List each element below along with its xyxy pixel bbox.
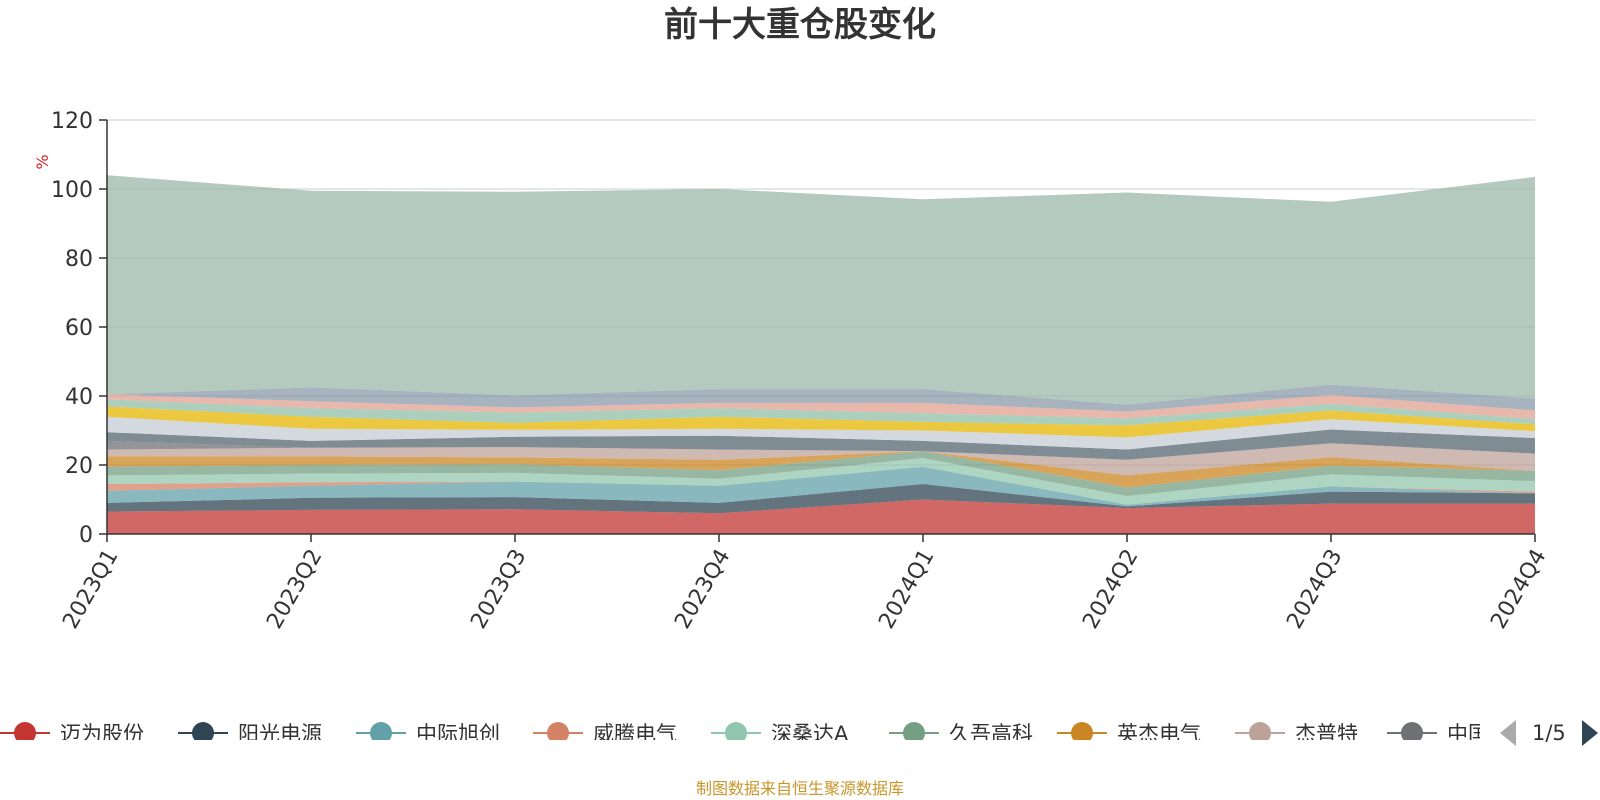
axes	[99, 119, 1536, 542]
y-tick-label: 80	[65, 247, 93, 272]
x-tick-label: 2023Q2	[262, 545, 327, 633]
area-series-10	[107, 416, 1535, 450]
legend-item[interactable]: 阳光电源	[178, 722, 322, 746]
footer-source: 制图数据来自恒生聚源数据库	[696, 779, 904, 798]
x-tick-label: 2024Q4	[1486, 545, 1551, 633]
legend-marker-icon	[1401, 722, 1423, 740]
x-tick-label: 2024Q1	[874, 545, 939, 633]
legend: 迈为股份 阳光电源 中际旭创 威腾电气 深桑达A 久吾高科 英杰电气 杰普特 中国	[0, 722, 1489, 746]
legend-label: 久吾高科	[949, 722, 1033, 746]
area-series-12	[107, 399, 1535, 426]
legend-item[interactable]: 迈为股份	[0, 722, 144, 746]
y-tick-label: 0	[79, 523, 93, 548]
legend-label: 英杰电气	[1117, 722, 1201, 746]
legend-marker-icon	[725, 722, 747, 740]
legend-marker-icon	[370, 722, 392, 740]
area-series-15	[107, 175, 1535, 405]
legend-item[interactable]: 久吾高科	[889, 722, 1033, 746]
area-series-6	[107, 451, 1535, 488]
legend-item[interactable]: 英杰电气	[1057, 722, 1201, 746]
legend-marker-icon	[14, 722, 36, 740]
x-tick-label: 2024Q3	[1282, 545, 1347, 633]
area-series-2	[107, 466, 1535, 507]
x-tick-label: 2024Q2	[1078, 545, 1143, 633]
y-axis-unit: %	[33, 154, 52, 169]
area-series-0	[107, 499, 1535, 534]
legend-pager: 1/5	[1500, 720, 1598, 746]
area-series-group	[107, 175, 1535, 534]
legend-marker-icon	[1071, 722, 1093, 740]
legend-items: 迈为股份 阳光电源 中际旭创 威腾电气 深桑达A 久吾高科 英杰电气 杰普特 中国	[0, 722, 1489, 746]
legend-item[interactable]: 深桑达A	[711, 722, 849, 746]
legend-label: 杰普特	[1295, 722, 1358, 746]
legend-page-indicator: 1/5	[1532, 721, 1566, 745]
legend-label: 阳光电源	[238, 722, 322, 746]
triangle-left-icon[interactable]	[1500, 720, 1516, 746]
area-series-7	[107, 443, 1535, 476]
legend-label: 中国	[1447, 722, 1489, 746]
y-tick-label: 20	[65, 454, 93, 479]
x-tick-label: 2023Q1	[58, 545, 123, 633]
legend-marker-icon	[547, 722, 569, 740]
y-tick-label: 120	[51, 109, 93, 134]
y-tick-label: 40	[65, 385, 93, 410]
legend-marker-icon	[1249, 722, 1271, 740]
area-series-11	[107, 406, 1535, 438]
legend-marker-icon	[903, 722, 925, 740]
area-series-1	[107, 484, 1535, 514]
legend-label: 威腾电气	[593, 722, 677, 746]
area-series-9	[107, 429, 1535, 460]
legend-label: 迈为股份	[60, 722, 144, 746]
legend-item[interactable]: 中国	[1387, 722, 1489, 746]
area-series-14	[107, 384, 1535, 412]
x-tick-labels: 2023Q1 2023Q2 2023Q3 2023Q4 2024Q1 2024Q2 2024…	[58, 545, 1551, 633]
legend-item[interactable]: 威腾电气	[533, 722, 677, 746]
area-series-5	[107, 451, 1535, 497]
x-tick-label: 2023Q4	[670, 545, 735, 633]
legend-marker-icon	[192, 722, 214, 740]
y-tick-label: 60	[65, 316, 93, 341]
area-series-13	[107, 394, 1535, 420]
legend-label: 中际旭创	[416, 722, 500, 746]
y-tick-labels: 0 20 40 60 80 100 120	[51, 109, 93, 548]
y-tick-label: 100	[51, 178, 93, 203]
chart-title: 前十大重仓股变化	[664, 5, 936, 45]
triangle-right-icon[interactable]	[1582, 720, 1598, 746]
x-tick-label: 2023Q3	[466, 545, 531, 633]
legend-item[interactable]: 中际旭创	[356, 722, 500, 746]
area-series-4	[107, 458, 1535, 505]
legend-item[interactable]: 杰普特	[1235, 722, 1358, 746]
legend-label: 深桑达A	[771, 722, 849, 746]
